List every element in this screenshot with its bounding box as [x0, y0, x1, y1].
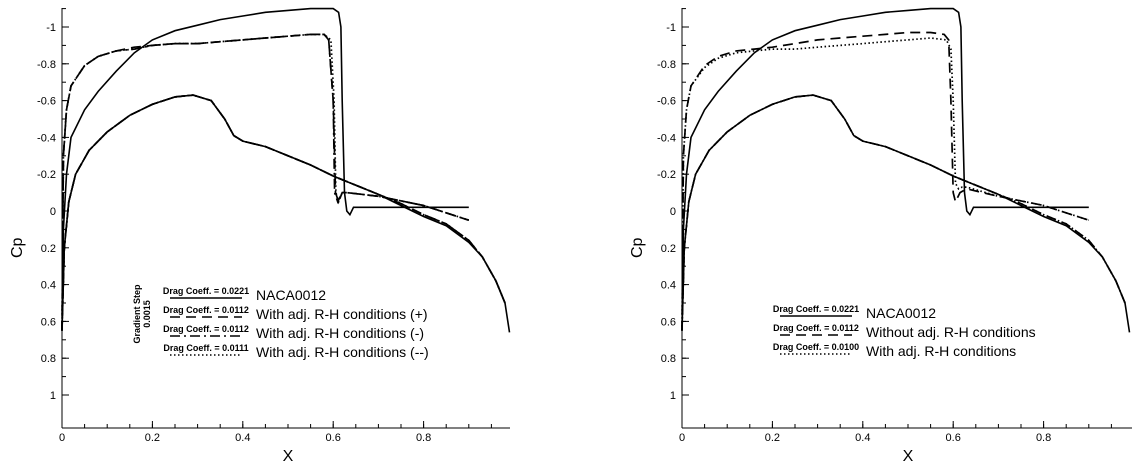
y-tick-label: -0.2	[37, 169, 56, 181]
y-axis-label: Cp	[9, 237, 26, 258]
y-tick-label: 0.2	[41, 243, 56, 255]
x-tick-label: 0.2	[765, 432, 780, 444]
y-tick-label: -0.2	[657, 169, 676, 181]
series-line-2-lower	[681, 94, 1126, 331]
x-tick-label: 0.4	[235, 432, 250, 444]
series-line-3-upper	[61, 33, 470, 331]
x-tick-label: 0.6	[946, 432, 961, 444]
series-line-2-upper	[681, 31, 1090, 331]
y-tick-label: 0.6	[41, 316, 56, 328]
legend-series-name: NACA0012	[866, 305, 936, 321]
y-tick-label: 0.2	[661, 243, 676, 255]
x-tick-label: 0.6	[326, 432, 341, 444]
legend-drag-label: Drag Coeff. = 0.0221	[773, 304, 859, 314]
y-tick-label: 0.8	[661, 353, 676, 365]
y-tick-label: 0	[670, 206, 676, 218]
y-tick-label: 0.6	[661, 316, 676, 328]
chart-panel-2: -1 -0.8 -0.6 -0.4 -0.2 0 0.2 0.4 0.6 0.8 1 0 0.2 0.4 0…	[629, 7, 1132, 465]
x-axis-label: X	[903, 448, 914, 465]
y-tick-label: 1	[50, 390, 56, 402]
y-tick-label: -0.6	[37, 96, 56, 108]
series-line-1-upper	[681, 7, 1089, 331]
y-tick-label: 0.4	[41, 280, 56, 292]
x-tick-label: 0.2	[145, 432, 160, 444]
series-line-4-lower	[61, 94, 506, 331]
legend-drag-label: Drag Coeff. = 0.0221	[163, 286, 249, 296]
y-tick-label: -0.6	[657, 96, 676, 108]
y-tick-label: 0.4	[661, 280, 676, 292]
legend-drag-label: Drag Coeff. = 0.0112	[163, 324, 249, 334]
legend-series-name: Without adj. R-H conditions	[866, 324, 1036, 340]
series-line-1-lower	[681, 94, 1131, 333]
legend-drag-label: Drag Coeff. = 0.0100	[773, 342, 859, 352]
x-tick-label: 0.8	[416, 432, 431, 444]
x-tick-label: 0	[59, 432, 65, 444]
gradient-step-value: 0.0015	[142, 300, 152, 328]
y-tick-label: -1	[46, 22, 56, 34]
series-line-3-lower	[681, 94, 1126, 331]
legend-series-name: With adj. R-H conditions (--)	[256, 344, 429, 360]
chart-panel-1: -1 -0.8 -0.6 -0.4 -0.2 0 0.2 0.4 0.6 0.8 1 0 0.2 0.4 0…	[9, 7, 511, 465]
y-tick-label: -0.8	[37, 59, 56, 71]
x-tick-label: 0	[679, 432, 685, 444]
y-tick-label: -1	[666, 22, 676, 34]
series-line-4-upper	[61, 33, 470, 331]
y-tick-label: -0.8	[657, 59, 676, 71]
legend-series-name: With adj. R-H conditions (+)	[256, 306, 428, 322]
legend-series-name: With adj. R-H conditions	[866, 343, 1016, 359]
y-tick-label: 0	[50, 206, 56, 218]
legend-drag-label: Drag Coeff. = 0.0112	[773, 323, 859, 333]
gradient-step-label: Gradient Step0.0015	[132, 284, 152, 344]
x-tick-label: 0.4	[855, 432, 870, 444]
y-tick-label: 0.8	[41, 353, 56, 365]
legend-drag-label: Drag Coeff. = 0.0111	[163, 343, 248, 353]
gradient-step-label-line: Gradient Step	[132, 284, 142, 344]
y-tick-label: 1	[670, 390, 676, 402]
x-axis-label: X	[283, 448, 294, 465]
series-line-1-upper	[61, 7, 469, 331]
y-axis-label: Cp	[629, 237, 646, 258]
legend-drag-label: Drag Coeff. = 0.0112	[163, 305, 249, 315]
y-tick-label: -0.4	[657, 132, 676, 144]
y-tick-label: -0.4	[37, 132, 56, 144]
legend-series-name: With adj. R-H conditions (-)	[256, 325, 424, 341]
series-line-3-upper	[681, 37, 1090, 331]
x-tick-label: 0.8	[1036, 432, 1051, 444]
legend-series-name: NACA0012	[256, 287, 326, 303]
